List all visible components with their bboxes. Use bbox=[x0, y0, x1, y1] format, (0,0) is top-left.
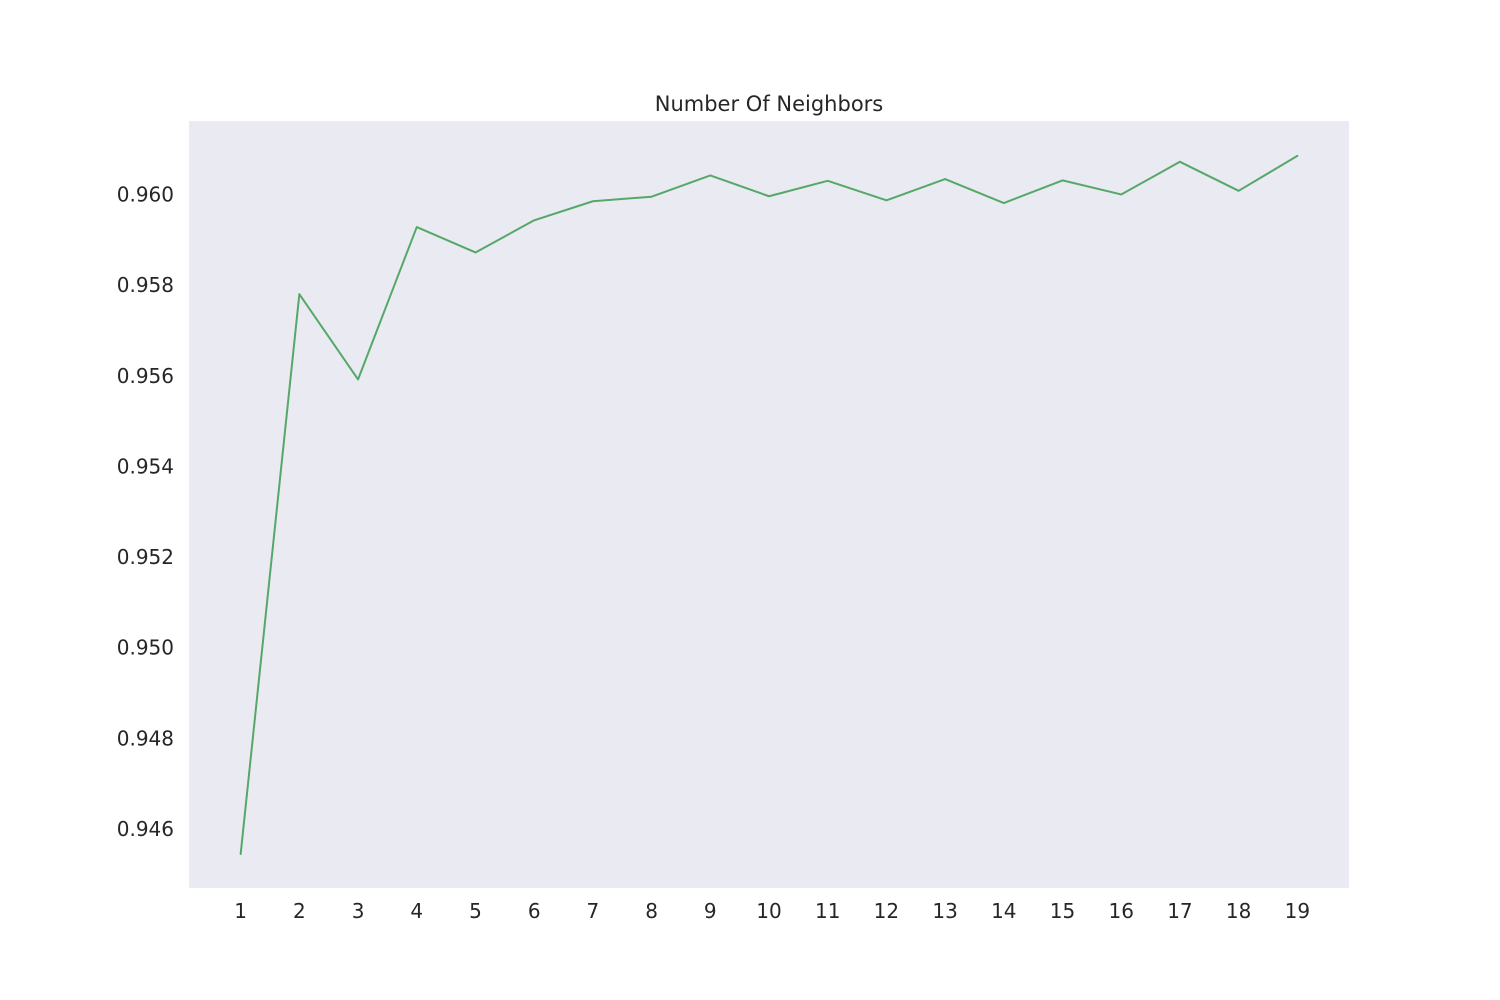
y-tick-label: 0.950 bbox=[117, 636, 174, 660]
y-tick-label: 0.954 bbox=[117, 454, 174, 478]
x-tick-label: 14 bbox=[991, 899, 1016, 923]
x-tick-label: 17 bbox=[1167, 899, 1192, 923]
x-tick-label: 4 bbox=[410, 899, 423, 923]
y-tick-label: 0.948 bbox=[117, 726, 174, 750]
y-tick-label: 0.952 bbox=[117, 545, 174, 569]
x-tick-label: 15 bbox=[1050, 899, 1075, 923]
x-tick-label: 13 bbox=[932, 899, 957, 923]
y-tick-label: 0.956 bbox=[117, 364, 174, 388]
x-tick-label: 16 bbox=[1109, 899, 1134, 923]
x-tick-label: 12 bbox=[874, 899, 899, 923]
x-tick-label: 9 bbox=[704, 899, 717, 923]
x-tick-label: 19 bbox=[1285, 899, 1310, 923]
y-axis-tick-labels: 0.946 0.948 0.950 0.952 0.954 0.956 0.958 0.960 bbox=[117, 182, 174, 841]
x-tick-label: 8 bbox=[645, 899, 658, 923]
y-tick-label: 0.958 bbox=[117, 273, 174, 297]
x-tick-label: 5 bbox=[469, 899, 482, 923]
x-axis-tick-labels: 1 2 3 4 5 6 7 8 9 10 11 12 13 14 15 16 17 18 19 bbox=[234, 899, 1310, 923]
plot-area bbox=[189, 121, 1349, 888]
x-tick-label: 11 bbox=[815, 899, 840, 923]
y-tick-label: 0.946 bbox=[117, 817, 174, 841]
x-tick-label: 1 bbox=[234, 899, 247, 923]
series-line bbox=[239, 154, 1299, 855]
chart-title: Number Of Neighbors bbox=[655, 92, 884, 116]
y-tick-label: 0.960 bbox=[117, 182, 174, 206]
x-tick-label: 3 bbox=[352, 899, 365, 923]
x-tick-label: 10 bbox=[756, 899, 781, 923]
series-group bbox=[239, 154, 1299, 855]
x-tick-label: 2 bbox=[293, 899, 306, 923]
x-tick-label: 6 bbox=[528, 899, 541, 923]
x-tick-label: 18 bbox=[1226, 899, 1251, 923]
x-tick-label: 7 bbox=[587, 899, 600, 923]
